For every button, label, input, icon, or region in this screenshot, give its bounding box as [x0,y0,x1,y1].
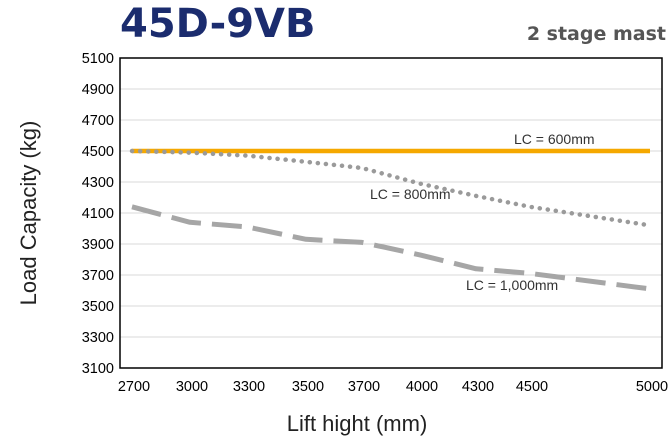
x-axis-label: Lift hight (mm) [287,411,428,436]
y-axis-label: Load Capacity (kg) [16,121,41,306]
x-tick-labels: 2700 3000 3300 3500 3700 4000 4300 4500 5000 [118,379,668,395]
y-tick-label: 4300 [82,175,114,191]
x-tick-label: 3500 [292,379,324,395]
series-line-lc-1000 [131,204,651,292]
x-tick-label: 5000 [636,379,668,395]
x-tick-label: 4500 [516,379,548,395]
y-tick-label: 3100 [82,361,114,377]
y-tick-label: 4100 [82,206,114,222]
y-tick-label: 3300 [82,330,114,346]
y-tick-label: 5100 [82,51,114,67]
y-tick-label: 4900 [82,82,114,98]
chart-title: 45D-9VB [120,1,316,47]
plot-frame [119,57,663,369]
series-label-lc-1000: LC = 1,000mm [466,277,558,293]
y-tick-label: 4700 [82,113,114,129]
x-tick-label: 2700 [118,379,150,395]
chart-subtitle: 2 stage mast [527,23,666,45]
x-tick-label: 3000 [176,379,208,395]
y-tick-labels: 3100 3300 3500 3700 3900 4100 4300 4500 4700 4900… [82,51,114,377]
y-tick-label: 3500 [82,299,114,315]
series-label-lc-800: LC = 800mm [370,186,451,202]
y-tick-label: 3700 [82,268,114,284]
series-lines [129,148,653,292]
x-tick-label: 3700 [348,379,380,395]
y-tick-label: 3900 [82,237,114,253]
y-tick-label: 4500 [82,144,114,160]
x-tick-label: 4300 [462,379,494,395]
x-tick-label: 4000 [406,379,438,395]
x-tick-label: 3300 [233,379,265,395]
series-label-lc-600: LC = 600mm [514,131,595,147]
